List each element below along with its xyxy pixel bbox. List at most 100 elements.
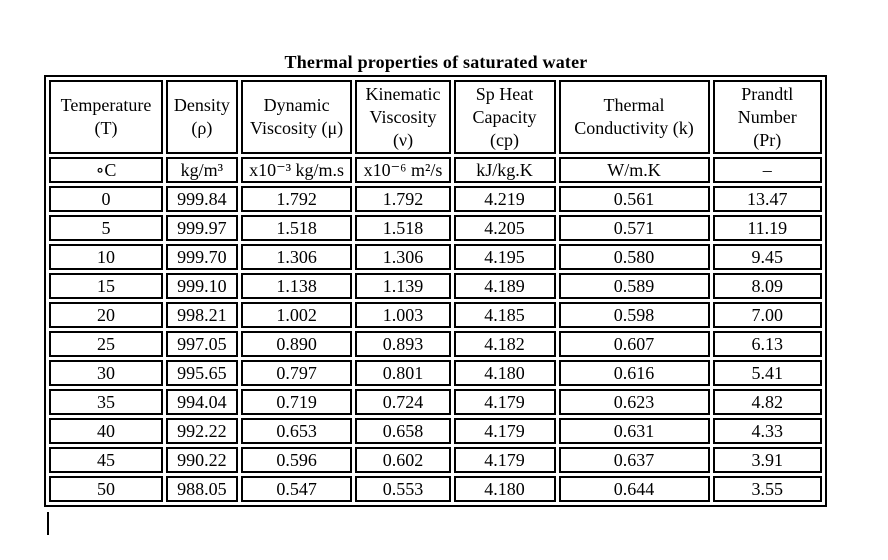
text-cursor [47, 512, 49, 535]
cell-thermal-conductivity: 0.644 [558, 476, 710, 502]
cell-temperature: 15 [49, 273, 163, 299]
unit-cell-density: kg/m³ [166, 157, 238, 183]
cell-prandtl-number: 7.00 [712, 302, 822, 328]
cell-sp-heat-capacity: 4.179 [453, 418, 556, 444]
table-row-10c: 10 999.70 1.306 1.306 4.195 0.580 9.45 [49, 244, 822, 270]
cell-sp-heat-capacity: 4.205 [453, 215, 556, 241]
cell-temperature: 35 [49, 389, 163, 415]
cell-dynamic-viscosity: 0.890 [240, 331, 353, 357]
cell-sp-heat-capacity: 4.179 [453, 447, 556, 473]
cell-kinematic-viscosity: 1.518 [355, 215, 451, 241]
cell-sp-heat-capacity: 4.180 [453, 360, 556, 386]
cell-density: 999.70 [166, 244, 238, 270]
table-row-5c: 5 999.97 1.518 1.518 4.205 0.571 11.19 [49, 215, 822, 241]
cell-density: 997.05 [166, 331, 238, 357]
table-row-25c: 25 997.05 0.890 0.893 4.182 0.607 6.13 [49, 331, 822, 357]
cell-dynamic-viscosity: 0.653 [240, 418, 353, 444]
cell-dynamic-viscosity: 1.518 [240, 215, 353, 241]
cell-dynamic-viscosity: 1.138 [240, 273, 353, 299]
units-row: ∘C kg/m³ x10⁻³ kg/m.s x10⁻⁶ m²/s kJ/kg.K W/m.… [49, 157, 822, 183]
cell-temperature: 45 [49, 447, 163, 473]
cell-prandtl-number: 9.45 [712, 244, 822, 270]
table-row-50c: 50 988.05 0.547 0.553 4.180 0.644 3.55 [49, 476, 822, 502]
cell-kinematic-viscosity: 1.003 [355, 302, 451, 328]
cell-prandtl-number: 3.55 [712, 476, 822, 502]
unit-cell-temperature: ∘C [49, 157, 163, 183]
cell-thermal-conductivity: 0.571 [558, 215, 710, 241]
cell-temperature: 25 [49, 331, 163, 357]
table-title: Thermal properties of saturated water [284, 52, 588, 72]
cell-density: 994.04 [166, 389, 238, 415]
cell-kinematic-viscosity: 1.139 [355, 273, 451, 299]
header-cell-kinematic-viscosity: Kinematic Viscosity (ν) [355, 80, 451, 154]
cell-temperature: 0 [49, 186, 163, 212]
table-row-0c: 0 999.84 1.792 1.792 4.219 0.561 13.47 [49, 186, 822, 212]
cell-thermal-conductivity: 0.561 [558, 186, 710, 212]
cell-prandtl-number: 13.47 [712, 186, 822, 212]
cell-prandtl-number: 5.41 [712, 360, 822, 386]
cell-kinematic-viscosity: 0.724 [355, 389, 451, 415]
cell-density: 999.10 [166, 273, 238, 299]
cell-density: 999.84 [166, 186, 238, 212]
cell-thermal-conductivity: 0.616 [558, 360, 710, 386]
cell-thermal-conductivity: 0.598 [558, 302, 710, 328]
table-row-20c: 20 998.21 1.002 1.003 4.185 0.598 7.00 [49, 302, 822, 328]
cell-kinematic-viscosity: 1.306 [355, 244, 451, 270]
cell-density: 990.22 [166, 447, 238, 473]
cell-kinematic-viscosity: 0.553 [355, 476, 451, 502]
cell-sp-heat-capacity: 4.179 [453, 389, 556, 415]
header-cell-density: Density (ρ) [166, 80, 238, 154]
header-row: Temperature (T) Density (ρ) Dynamic Viscos… [49, 80, 822, 154]
cell-prandtl-number: 8.09 [712, 273, 822, 299]
header-cell-prandtl-number: Prandtl Number (Pr) [712, 80, 822, 154]
table-body: 0 999.84 1.792 1.792 4.219 0.561 13.47 5 999.97 1… [49, 186, 822, 502]
cell-dynamic-viscosity: 1.306 [240, 244, 353, 270]
cell-temperature: 10 [49, 244, 163, 270]
cell-kinematic-viscosity: 0.801 [355, 360, 451, 386]
cell-sp-heat-capacity: 4.182 [453, 331, 556, 357]
table-head: Temperature (T) Density (ρ) Dynamic Viscos… [49, 80, 822, 183]
unit-cell-sp-heat-capacity: kJ/kg.K [453, 157, 556, 183]
cell-dynamic-viscosity: 1.792 [240, 186, 353, 212]
cell-density: 998.21 [166, 302, 238, 328]
unit-cell-thermal-conductivity: W/m.K [558, 157, 710, 183]
unit-cell-kinematic-viscosity: x10⁻⁶ m²/s [355, 157, 451, 183]
cell-dynamic-viscosity: 0.547 [240, 476, 353, 502]
cell-temperature: 20 [49, 302, 163, 328]
cell-kinematic-viscosity: 0.658 [355, 418, 451, 444]
table-row-30c: 30 995.65 0.797 0.801 4.180 0.616 5.41 [49, 360, 822, 386]
cell-dynamic-viscosity: 0.596 [240, 447, 353, 473]
cell-dynamic-viscosity: 0.719 [240, 389, 353, 415]
table-row-40c: 40 992.22 0.653 0.658 4.179 0.631 4.33 [49, 418, 822, 444]
table-row-15c: 15 999.10 1.138 1.139 4.189 0.589 8.09 [49, 273, 822, 299]
cell-sp-heat-capacity: 4.185 [453, 302, 556, 328]
cell-thermal-conductivity: 0.580 [558, 244, 710, 270]
cell-sp-heat-capacity: 4.195 [453, 244, 556, 270]
table-row-35c: 35 994.04 0.719 0.724 4.179 0.623 4.82 [49, 389, 822, 415]
cell-prandtl-number: 11.19 [712, 215, 822, 241]
cell-prandtl-number: 4.33 [712, 418, 822, 444]
cell-thermal-conductivity: 0.623 [558, 389, 710, 415]
cell-kinematic-viscosity: 0.602 [355, 447, 451, 473]
cell-prandtl-number: 4.82 [712, 389, 822, 415]
cell-dynamic-viscosity: 1.002 [240, 302, 353, 328]
cell-thermal-conductivity: 0.607 [558, 331, 710, 357]
unit-cell-prandtl-number: – [712, 157, 822, 183]
cell-density: 999.97 [166, 215, 238, 241]
cell-sp-heat-capacity: 4.189 [453, 273, 556, 299]
cell-thermal-conductivity: 0.589 [558, 273, 710, 299]
cell-sp-heat-capacity: 4.180 [453, 476, 556, 502]
cell-kinematic-viscosity: 0.893 [355, 331, 451, 357]
header-cell-dynamic-viscosity: Dynamic Viscosity (μ) [240, 80, 353, 154]
cell-density: 988.05 [166, 476, 238, 502]
cell-temperature: 30 [49, 360, 163, 386]
cell-thermal-conductivity: 0.637 [558, 447, 710, 473]
cell-density: 992.22 [166, 418, 238, 444]
cell-density: 995.65 [166, 360, 238, 386]
thermal-properties-table: Temperature (T) Density (ρ) Dynamic Viscos… [44, 75, 827, 507]
unit-cell-dynamic-viscosity: x10⁻³ kg/m.s [240, 157, 353, 183]
cell-prandtl-number: 3.91 [712, 447, 822, 473]
cell-kinematic-viscosity: 1.792 [355, 186, 451, 212]
header-cell-sp-heat-capacity: Sp Heat Capacity (cp) [453, 80, 556, 154]
